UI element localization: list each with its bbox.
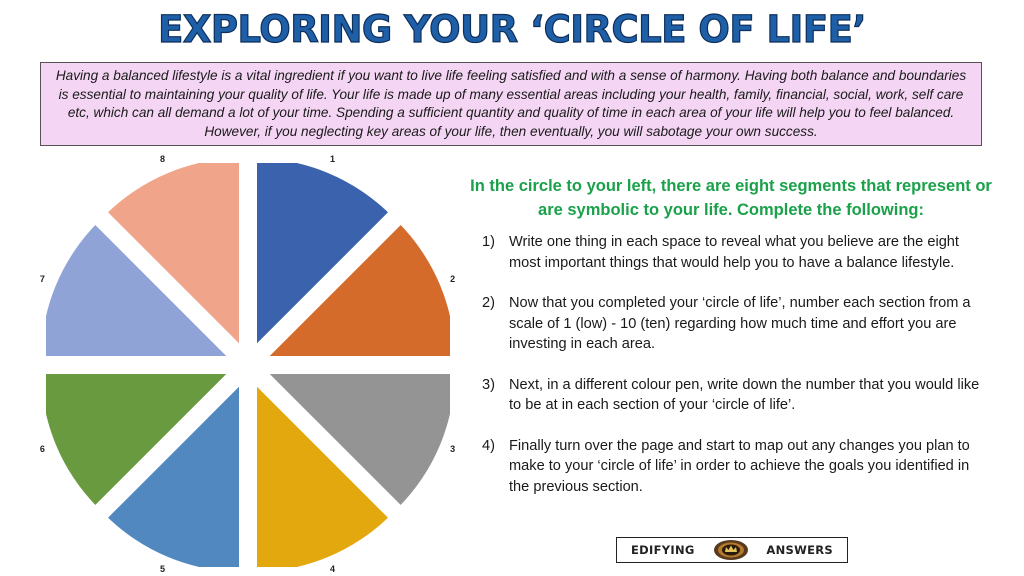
- step-text: Now that you completed your ‘circle of l…: [509, 295, 971, 352]
- step-text: Write one thing in each space to reveal …: [509, 234, 959, 271]
- intro-box: Having a balanced lifestyle is a vital i…: [40, 62, 982, 146]
- instructions-list: 1) Write one thing in each space to reve…: [482, 232, 982, 517]
- circle-segment-label-1: 1: [329, 153, 335, 164]
- circle-segment-8: [105, 163, 244, 353]
- circle-of-life-graphic: [46, 163, 450, 567]
- step-text: Next, in a different colour pen, write d…: [509, 376, 980, 414]
- step-number: 1): [482, 234, 495, 250]
- circle-segment-4: [252, 377, 391, 567]
- segment-divider: [93, 210, 255, 372]
- circle-segment-7: [46, 222, 236, 361]
- circle-segment-label-4: 4: [329, 564, 335, 575]
- crown-emblem-icon: [713, 540, 748, 560]
- instructions-heading: In the circle to your left, there are ei…: [470, 177, 992, 219]
- instruction-step-3: 3) Next, in a different colour pen, writ…: [482, 375, 982, 416]
- circle-segment-label-3: 3: [450, 443, 456, 454]
- segment-divider: [241, 210, 403, 372]
- instruction-step-2: 2) Now that you completed your ‘circle o…: [482, 293, 982, 355]
- circle-segment-6: [46, 369, 236, 508]
- logo-word-right: ANSWERS: [766, 543, 833, 557]
- edifying-answers-logo: EDIFYING ANSWERS: [616, 537, 848, 563]
- circle-segment-label-5: 5: [160, 564, 166, 575]
- circle-segment-label-6: 6: [39, 443, 45, 454]
- circle-segment-label-8: 8: [160, 153, 166, 164]
- circle-segment-2: [260, 222, 450, 361]
- step-number: 3): [482, 376, 495, 393]
- circle-segment-label-2: 2: [450, 274, 456, 285]
- page-title: EXPLORING YOUR ‘CIRCLE OF LIFE’: [157, 7, 867, 51]
- circle-segment-label-7: 7: [39, 274, 45, 285]
- instruction-step-1: 1) Write one thing in each space to reve…: [482, 232, 982, 273]
- circle-segment-1: [252, 163, 391, 353]
- logo-word-left: EDIFYING: [631, 543, 695, 557]
- intro-text: Having a balanced lifestyle is a vital i…: [55, 68, 967, 139]
- segment-divider: [93, 358, 255, 520]
- circle-segment-5: [105, 377, 244, 567]
- step-number: 2): [482, 295, 495, 311]
- circle-of-life: 1 2 3 4 5 6 7 8: [40, 154, 455, 574]
- step-number: 4): [482, 437, 495, 454]
- instruction-step-4: 4) Finally turn over the page and start …: [482, 436, 982, 498]
- step-text: Finally turn over the page and start to …: [509, 437, 970, 495]
- circle-segment-3: [260, 369, 450, 508]
- segment-divider: [241, 358, 403, 520]
